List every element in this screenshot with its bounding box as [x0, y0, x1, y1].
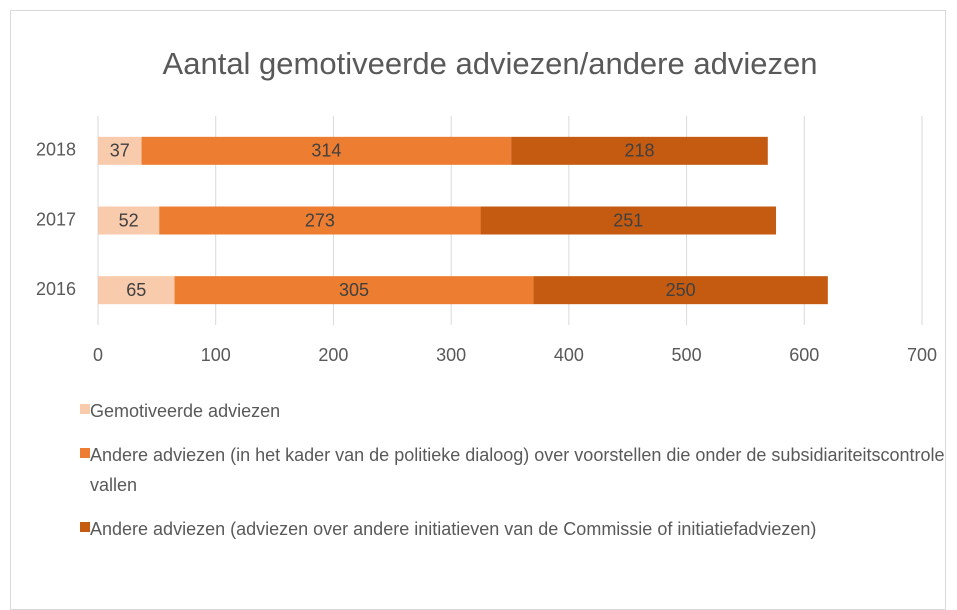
bar-segment [480, 206, 777, 235]
data-label: 314 [311, 141, 341, 161]
data-label: 251 [613, 210, 643, 230]
data-label: 273 [305, 210, 335, 230]
legend: Gemotiveerde adviezen Andere adviezen (in… [80, 396, 945, 558]
y-tick-label: 2016 [36, 279, 76, 299]
legend-label: Andere adviezen (adviezen over andere in… [90, 519, 817, 539]
x-tick-label: 700 [907, 345, 937, 365]
data-label: 250 [666, 280, 696, 300]
page: Aantal gemotiveerde adviezen/andere advi… [10, 10, 946, 610]
legend-swatch [80, 522, 90, 532]
chart: Aantal gemotiveerde adviezen/andere advi… [36, 46, 937, 365]
bar-segment [533, 276, 828, 305]
chart-title: Aantal gemotiveerde adviezen/andere advi… [163, 46, 818, 81]
data-label: 305 [339, 280, 369, 300]
legend-swatch [80, 404, 90, 414]
bar-segment [511, 136, 768, 165]
data-label: 218 [624, 141, 654, 161]
y-tick-label: 2017 [36, 209, 76, 229]
legend-item: Andere adviezen (in het kader van de pol… [80, 440, 945, 500]
bar-segment [98, 206, 160, 235]
bar-segment [98, 136, 142, 165]
x-tick-label: 100 [201, 345, 231, 365]
x-tick-label: 400 [554, 345, 584, 365]
x-tick-label: 600 [789, 345, 819, 365]
bar-segment [159, 206, 481, 235]
x-tick-label: 200 [318, 345, 348, 365]
x-tick-label: 500 [672, 345, 702, 365]
legend-item: Andere adviezen (adviezen over andere in… [80, 514, 945, 544]
data-label: 65 [126, 280, 146, 300]
data-label: 52 [119, 210, 139, 230]
y-tick-label: 2018 [36, 140, 76, 160]
bar-segment [98, 276, 175, 305]
legend-swatch [80, 448, 90, 458]
x-tick-label: 0 [93, 345, 103, 365]
legend-label: Gemotiveerde adviezen [90, 401, 281, 421]
x-tick-label: 300 [436, 345, 466, 365]
legend-label: Andere adviezen (in het kader van de pol… [90, 445, 945, 495]
bar-segment [141, 136, 512, 165]
bar-segment [174, 276, 534, 305]
legend-item: Gemotiveerde adviezen [80, 396, 945, 426]
data-label: 37 [110, 141, 130, 161]
